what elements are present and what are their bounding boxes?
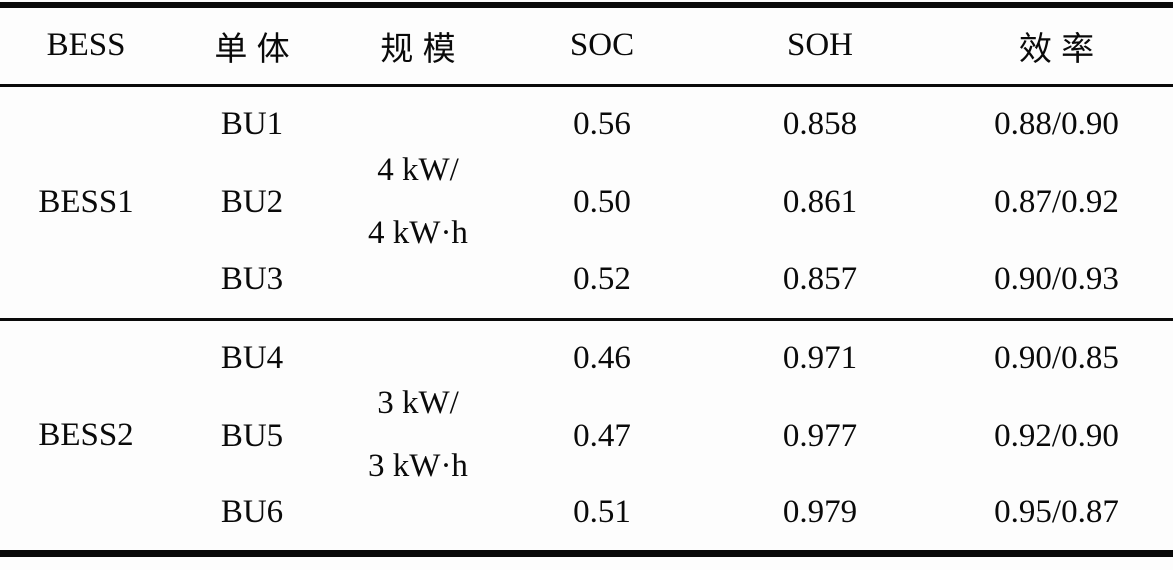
bess2-group: BESS2 BU4 3 kW/ 3 kW·h 0.46 0.971 0.90/0… [0,319,1173,553]
soc-cell: 0.46 [573,340,631,377]
bess-group-label: BESS2 [38,416,134,453]
scale-power: 3 kW/ [377,385,459,421]
header-row: BESS 单体 规模 SOC SOH 效率 [0,5,1173,85]
table-row: BU6 0.51 0.979 0.95/0.87 [0,475,1173,553]
soc-cell: 0.56 [573,106,631,143]
soh-cell: 0.857 [782,260,858,297]
soc-cell: 0.47 [573,417,631,454]
scale-energy: 4 kW·h [368,215,468,251]
unit-cell: BU1 [220,106,284,143]
unit-cell: BU5 [220,417,284,454]
unit-cell: BU3 [220,260,284,297]
efficiency-cell: 0.90/0.85 [994,340,1119,377]
scale-cell: 4 kW/ 4 kW·h [332,85,504,319]
bess1-group: BESS1 BU1 4 kW/ 4 kW·h 0.56 0.858 0.88/0… [0,85,1173,319]
col-header-efficiency: 效率 [1018,31,1104,68]
table-row: BESS2 BU4 3 kW/ 3 kW·h 0.46 0.971 0.90/0… [0,319,1173,484]
col-header-unit: 单体 [214,31,299,68]
table-row: BESS1 BU1 4 kW/ 4 kW·h 0.56 0.858 0.88/0… [0,85,1173,251]
soc-cell: 0.52 [573,260,631,297]
efficiency-cell: 0.88/0.90 [994,106,1119,143]
soh-cell: 0.971 [782,340,858,377]
efficiency-cell: 0.95/0.87 [994,493,1119,530]
soh-cell: 0.977 [782,417,858,454]
unit-cell: BU6 [220,493,284,530]
table-row: BU3 0.52 0.857 0.90/0.93 [0,241,1173,319]
col-header-bess: BESS [46,27,126,64]
col-header-soh: SOH [786,27,854,64]
soh-cell: 0.979 [782,493,858,530]
bess-group-label: BESS1 [38,183,134,220]
table-row: BU5 0.47 0.977 0.92/0.90 [0,397,1173,475]
table-row: BU2 0.50 0.861 0.87/0.92 [0,163,1173,241]
unit-cell: BU2 [220,183,284,220]
efficiency-cell: 0.92/0.90 [994,417,1119,454]
efficiency-cell: 0.87/0.92 [994,183,1119,220]
efficiency-cell: 0.90/0.93 [994,260,1119,297]
soc-cell: 0.51 [573,493,631,530]
soh-cell: 0.861 [782,183,858,220]
col-header-scale: 规模 [380,31,465,68]
unit-cell: BU4 [220,340,284,377]
bess-parameters-table: BESS 单体 规模 SOC SOH 效率 BESS1 BU1 4 kW/ 4 … [0,2,1173,557]
col-header-soc: SOC [569,27,635,64]
scale-power: 4 kW/ [377,152,459,188]
soc-cell: 0.50 [573,183,631,220]
soh-cell: 0.858 [782,106,858,143]
scale-energy: 3 kW·h [368,448,468,484]
scale-cell: 3 kW/ 3 kW·h [332,319,504,553]
